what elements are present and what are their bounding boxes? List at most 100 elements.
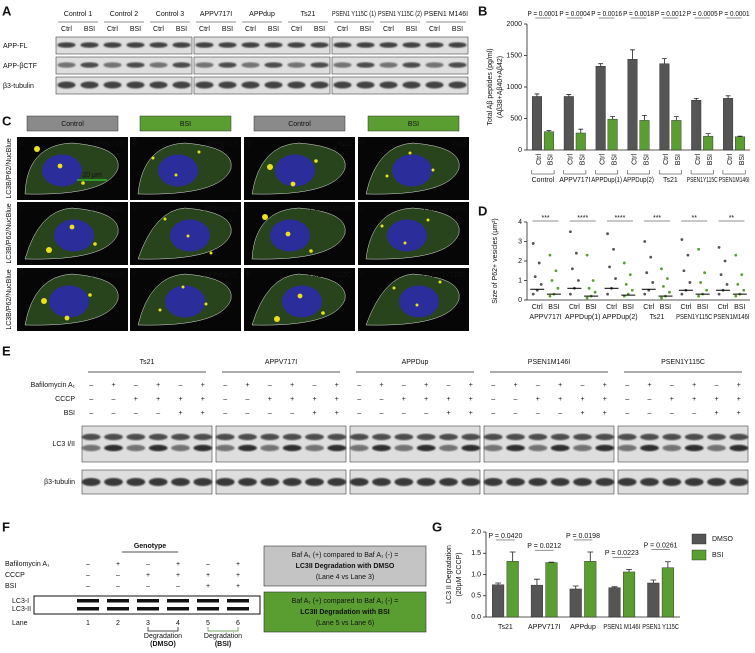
category-label: PSEN1 M146I [603,624,640,631]
vesicle [41,298,47,304]
schematic-band [167,599,189,603]
error-bar [534,578,540,586]
error-bar [705,133,711,137]
treatment-label: CCCP [5,572,25,579]
point [628,273,632,277]
blot-band [171,478,190,486]
treatment-sign: – [715,382,719,389]
nucleus [42,154,82,187]
tile-letter: k [247,271,251,278]
vesicle [309,249,313,253]
vesicle [81,181,85,185]
vesicle [314,159,318,163]
treatment-sign: – [112,410,116,417]
lane-group-label: Control 3 [156,11,185,18]
y-axis-label: Size of P62+ vesicles (μm²) [492,218,499,304]
tile-letter: d [133,205,137,212]
nucleus [387,219,427,252]
vesicle [285,231,291,237]
x-tick-label: BSI [548,304,559,311]
treatment-sign: – [380,410,384,417]
lane-number: 4 [176,620,180,627]
p-value: P = 0.0005 [687,11,718,18]
treatment-sign: + [402,396,406,403]
vesicle [163,217,167,221]
point [585,296,589,300]
blot-band [81,478,101,486]
vesicle [93,242,97,246]
category-label: Control [532,177,555,184]
blot-band [729,444,749,452]
category-label: PSEN1M146I [719,177,750,184]
treatment-sign: – [357,396,361,403]
blot-band [425,81,444,89]
blot-band [550,444,570,452]
point [643,292,647,296]
blot-band [149,42,168,48]
x-tick-label: Ctrl [532,304,543,311]
blot-band [215,444,235,452]
blot-band [305,478,324,486]
error-bar [642,114,647,121]
lane-group-label: Ts21 [301,11,316,18]
nucleus [282,285,322,318]
blot-frame [331,76,469,95]
x-tick-label: BSI [734,304,745,311]
lane-label: Ctrl [199,26,210,33]
blot-band [238,478,257,486]
treatment-sign: – [558,410,562,417]
error-bar [737,135,743,137]
point [686,253,690,257]
point [548,253,552,257]
lane-number: 1 [86,620,90,627]
treatment-sign: – [156,410,160,417]
blot-row-label: LC3 I/II [52,441,75,448]
blot-band [327,433,347,441]
lane-label: Ctrl [429,26,440,33]
bracket [627,170,650,175]
bar [584,561,597,618]
blot-band [416,433,436,441]
condition-label: Control [61,121,84,128]
stain-label: LC3B/P62/NucBlue [6,138,13,198]
point [734,253,738,257]
blot-band [195,81,214,89]
treatment-sign: + [558,396,562,403]
category-label: PSEN1 Y115C [642,624,679,631]
x-tick-label: Ctrl [695,154,702,165]
bracket [658,170,682,175]
blot-band [461,433,481,441]
treatment-sign: – [246,410,250,417]
point [614,277,617,280]
treatment-sign: + [737,396,741,403]
bar [661,567,674,618]
tile-label: APPdup(2) [204,272,238,279]
vesicle [380,224,384,228]
condition-header [367,115,460,132]
vesicle [151,156,155,160]
treatment-sign: – [268,382,272,389]
p-value: P = 0.0016 [591,11,622,18]
blot-band [550,433,570,441]
treatment-sign: + [245,382,249,389]
bar [575,132,586,151]
lane-group-label: Ts21 [140,359,155,366]
y-tick-label: 2000 [506,21,522,28]
category-label: Ts21 [498,624,513,631]
blot-band [260,444,280,452]
significance: *** [653,215,661,222]
blot-band [104,433,123,441]
note-line: Baf A₁ (+) compared to Baf A₁ (-) = [292,598,399,605]
legend-label: BSI [712,552,723,559]
tile-label: Ts21 [337,141,352,148]
treatment-sign: + [236,572,240,579]
treatment-sign: – [86,561,90,568]
vesicle [69,224,75,230]
blot-band [218,81,237,89]
blot-band [193,444,213,452]
blot-band [195,62,214,68]
lane-group-label: PSEN1M146I [528,359,570,366]
treatment-sign: – [670,410,674,417]
x-tick-label: Ctrl [643,304,654,311]
